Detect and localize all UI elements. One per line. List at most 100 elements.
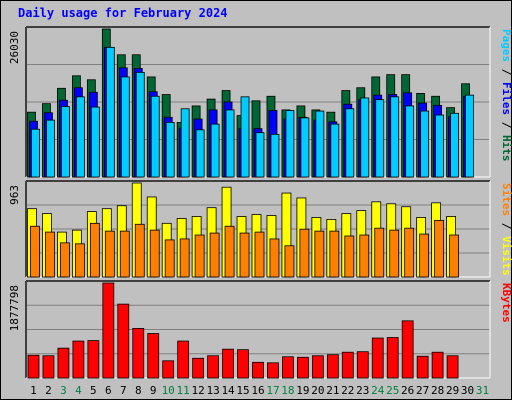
day-label-3: 3 <box>60 384 67 397</box>
bar-kbytes-day-23 <box>356 351 369 379</box>
day-label-26: 26 <box>401 384 414 397</box>
sites-visits-label-part: Sites <box>500 183 512 216</box>
bar-sites-day-11 <box>179 238 190 278</box>
day-label-15: 15 <box>236 384 249 397</box>
bar-kbytes-day-15 <box>237 349 249 379</box>
bar-kbytes-day-9 <box>147 333 160 379</box>
bar-pages-day-7 <box>120 76 130 178</box>
bar-pages-day-26 <box>405 105 415 178</box>
day-label-23: 23 <box>356 384 369 397</box>
bar-kbytes-day-17 <box>267 362 279 379</box>
bar-sites-day-4 <box>74 243 85 278</box>
bar-pages-day-9 <box>150 95 160 178</box>
bar-sites-day-23 <box>359 234 370 278</box>
day-label-17: 17 <box>266 384 279 397</box>
bar-pages-day-19 <box>300 117 310 178</box>
bar-sites-day-6 <box>104 230 115 278</box>
kbytes-label-part: KBytes <box>500 283 512 323</box>
sites-visits-label: Sites / Visits <box>500 183 512 276</box>
bar-kbytes-day-28 <box>431 351 444 379</box>
bar-pages-day-21 <box>330 123 340 178</box>
day-label-18: 18 <box>281 384 294 397</box>
day-label-20: 20 <box>311 384 324 397</box>
day-label-2: 2 <box>45 384 52 397</box>
bar-kbytes-day-18 <box>282 356 294 379</box>
day-label-29: 29 <box>446 384 459 397</box>
pages-files-hits-label-part: Pages <box>500 29 512 62</box>
bar-kbytes-day-1 <box>27 354 40 379</box>
day-label-13: 13 <box>206 384 219 397</box>
bar-pages-day-16 <box>255 132 265 178</box>
bar-kbytes-day-10 <box>162 360 175 379</box>
bar-kbytes-day-26 <box>401 320 414 379</box>
bar-pages-day-14 <box>225 109 235 178</box>
bar-sites-day-28 <box>434 219 445 278</box>
bar-sites-day-2 <box>45 231 55 278</box>
bar-kbytes-day-6 <box>102 282 115 379</box>
bar-kbytes-day-21 <box>326 354 339 379</box>
bar-kbytes-day-29 <box>446 355 459 379</box>
bar-sites-day-17 <box>269 238 280 278</box>
panel-1-max-label: 963 <box>8 185 21 205</box>
bar-sites-day-9 <box>149 229 160 278</box>
bar-kbytes-day-8 <box>132 328 145 379</box>
bar-kbytes-day-3 <box>57 347 70 379</box>
bar-kbytes-day-11 <box>177 340 190 379</box>
bar-kbytes-day-5 <box>87 340 100 379</box>
bar-sites-day-10 <box>164 239 175 278</box>
bar-kbytes-day-2 <box>42 355 55 379</box>
bar-pages-day-28 <box>435 114 445 178</box>
day-label-5: 5 <box>90 384 97 397</box>
day-label-10: 10 <box>162 384 175 397</box>
bar-kbytes-day-4 <box>72 340 85 379</box>
bar-sites-day-7 <box>119 230 130 278</box>
kbytes-label: KBytes <box>500 283 512 323</box>
bar-kbytes-day-12 <box>192 357 205 379</box>
bar-pages-day-12 <box>195 129 205 178</box>
bar-pages-day-29 <box>450 112 459 178</box>
bar-kbytes-day-22 <box>341 351 354 379</box>
bar-pages-day-24 <box>375 99 385 178</box>
day-label-19: 19 <box>296 384 309 397</box>
day-label-24: 24 <box>371 384 385 397</box>
bar-pages-day-8 <box>135 71 145 178</box>
bar-pages-day-18 <box>285 110 295 178</box>
pages-files-hits-label-part: / <box>500 115 512 135</box>
pages-files-hits-label-part: / <box>500 62 512 82</box>
bar-pages-day-11 <box>180 108 190 178</box>
day-label-11: 11 <box>177 384 190 397</box>
bar-pages-day-2 <box>46 119 55 178</box>
bar-pages-day-6 <box>105 46 115 178</box>
bar-sites-day-21 <box>329 230 340 278</box>
bar-sites-day-20 <box>314 230 325 278</box>
day-label-25: 25 <box>386 384 399 397</box>
bar-sites-day-26 <box>404 227 415 278</box>
bar-sites-day-13 <box>209 232 220 278</box>
day-label-9: 9 <box>150 384 157 397</box>
bar-sites-day-3 <box>60 242 70 278</box>
bar-pages-day-20 <box>315 110 325 178</box>
day-label-12: 12 <box>192 384 205 397</box>
day-label-4: 4 <box>75 384 82 397</box>
bar-pages-day-10 <box>165 122 175 178</box>
bar-sites-day-8 <box>134 223 145 278</box>
day-label-16: 16 <box>251 384 264 397</box>
day-label-7: 7 <box>120 384 127 397</box>
bar-pages-day-4 <box>75 96 85 178</box>
panel-2-max-label: 1877798 <box>8 285 21 331</box>
day-label-8: 8 <box>135 384 142 397</box>
pages-files-hits-label-part: Files <box>500 82 512 115</box>
bar-sites-day-14 <box>224 225 235 278</box>
bar-sites-day-29 <box>449 234 459 278</box>
bar-pages-day-15 <box>240 96 250 178</box>
bar-pages-day-25 <box>390 96 400 178</box>
day-label-1: 1 <box>30 384 37 397</box>
day-label-14: 14 <box>221 384 235 397</box>
bar-sites-day-27 <box>419 233 430 278</box>
bar-pages-day-30 <box>465 94 474 178</box>
bar-pages-day-5 <box>90 106 100 178</box>
bar-sites-day-18 <box>284 245 295 278</box>
panel-0-max-label: 26030 <box>8 31 21 64</box>
day-label-6: 6 <box>105 384 112 397</box>
bar-sites-day-24 <box>374 227 385 278</box>
